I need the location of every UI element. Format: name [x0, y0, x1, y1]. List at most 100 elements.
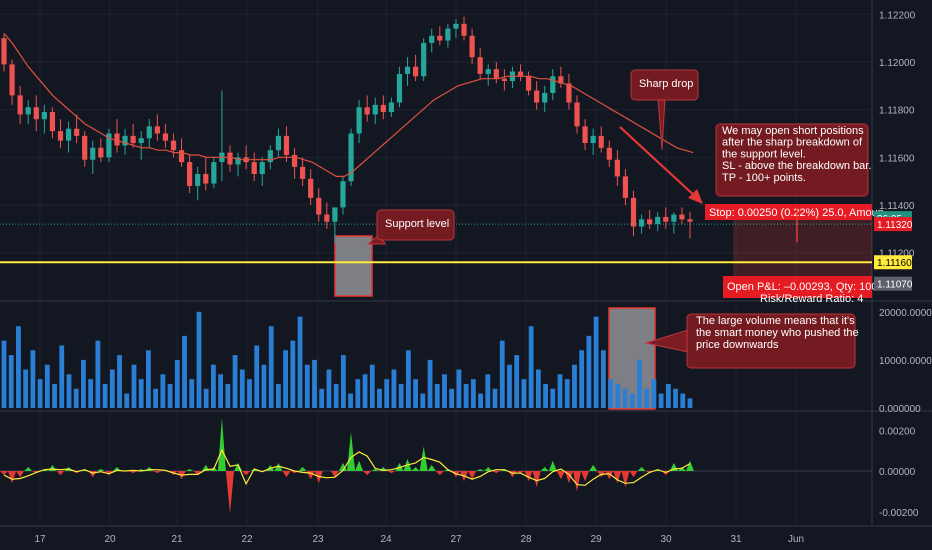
candle-body [574, 102, 580, 127]
volume-bar [160, 374, 166, 408]
annotations: Support level Sharp drop We may open short… [366, 69, 884, 369]
volume-note-text: The large volume means that it's [696, 315, 855, 327]
oscillator-bar [129, 471, 138, 474]
volume-bar [528, 326, 534, 408]
volume-bar [247, 379, 252, 408]
oscillator-bar [330, 471, 339, 478]
oscillator-pane [0, 418, 872, 514]
oscillator-bar [564, 471, 573, 484]
volume-bar [30, 350, 36, 408]
price-tick-label: 1.11400 [879, 201, 915, 212]
candle-body [138, 138, 144, 144]
oscillator-bar [476, 469, 485, 472]
volume-bar [593, 316, 599, 408]
sharp-drop-callout-box [630, 69, 699, 101]
candle-body [114, 133, 120, 146]
volume-bar [304, 364, 310, 408]
candle-body [57, 131, 64, 141]
oscillator-bar [153, 471, 162, 474]
time-tick-label: 27 [450, 534, 462, 545]
oscillator-bar [8, 471, 17, 484]
pnl-label-text: Open P&L: –0.00293, Qty: 1000 [727, 281, 884, 293]
candle-body [348, 133, 354, 182]
volume-bar [456, 369, 462, 408]
candle-body [388, 102, 394, 113]
candle-body [429, 35, 435, 43]
candle-body [614, 159, 620, 177]
volume-bar [535, 369, 541, 408]
candle-body [300, 166, 306, 179]
volume-bar [629, 393, 635, 408]
volume-bar [59, 345, 65, 408]
oscillator-bar [427, 464, 436, 472]
volume-bar [673, 388, 678, 408]
price-tick-label: 1.11200 [879, 249, 915, 260]
candle-body [356, 107, 362, 134]
volume-bar [297, 316, 303, 408]
volume-bar [442, 374, 447, 408]
candle-body [558, 76, 564, 84]
candle-body [501, 78, 507, 82]
volume-bar [189, 379, 195, 408]
volume-note-text: price downwards [696, 339, 779, 351]
volume-bar [254, 345, 260, 408]
volume-bar [268, 326, 274, 408]
candle-body [380, 104, 386, 113]
candle-body [130, 135, 136, 144]
oscillator-bar [484, 467, 493, 472]
candle-body [671, 214, 677, 222]
volume-bar [377, 388, 382, 408]
time-tick-label: 30 [660, 534, 672, 545]
volume-bar [182, 335, 187, 408]
oscillator-bar [492, 471, 501, 474]
candle-body [203, 174, 209, 184]
volume-bar [340, 355, 346, 408]
candle-body [283, 135, 290, 155]
candle-body [154, 126, 160, 134]
volume-bar [333, 383, 339, 408]
oscillator-bar [573, 471, 581, 492]
oscillator-bar [16, 471, 25, 478]
volume-bar [644, 388, 650, 408]
stop-label-bg [705, 204, 872, 220]
candle-body [461, 23, 467, 36]
candle-body [606, 147, 612, 160]
support-zone-box [334, 235, 373, 297]
candle-body [396, 73, 403, 103]
candle-body [687, 219, 693, 222]
candle-body [638, 219, 645, 227]
volume-bar [211, 364, 216, 408]
price-marker-text: 1.11070 [877, 280, 913, 291]
oscillator-bar [193, 471, 202, 476]
sharp-drop-arrow-head [688, 189, 703, 204]
short-note-text: TP - 100+ points. [722, 172, 806, 184]
volume-bar [658, 393, 664, 408]
candle-body [598, 135, 604, 148]
volume-bar [355, 379, 361, 408]
volume-bar [413, 379, 418, 408]
volume-bar [276, 383, 281, 408]
price-marker-text: 1.11160 [877, 258, 912, 269]
oscillator-bar [387, 471, 396, 474]
oscillator-bar [242, 471, 251, 476]
volume-bar [405, 350, 411, 408]
candle-body [340, 181, 346, 208]
candle-body [291, 154, 298, 167]
oscillator-bar [298, 467, 307, 472]
volume-bar [232, 355, 238, 408]
volume-bar [608, 379, 613, 408]
volume-bar [167, 383, 173, 408]
volume-bar [492, 388, 498, 408]
candle-body [195, 174, 201, 186]
volume-bar [174, 359, 180, 408]
short-note-text: the support level. [722, 148, 806, 160]
volume-bar [550, 388, 556, 408]
volume-bar [572, 364, 577, 408]
price-tick-label: 1.12200 [879, 10, 916, 21]
candle-body [9, 64, 15, 96]
candle-body [534, 90, 540, 103]
oscillator-bar [613, 471, 622, 484]
volume-bar [651, 379, 657, 408]
candle-body [493, 69, 499, 79]
candle-body [477, 57, 483, 74]
